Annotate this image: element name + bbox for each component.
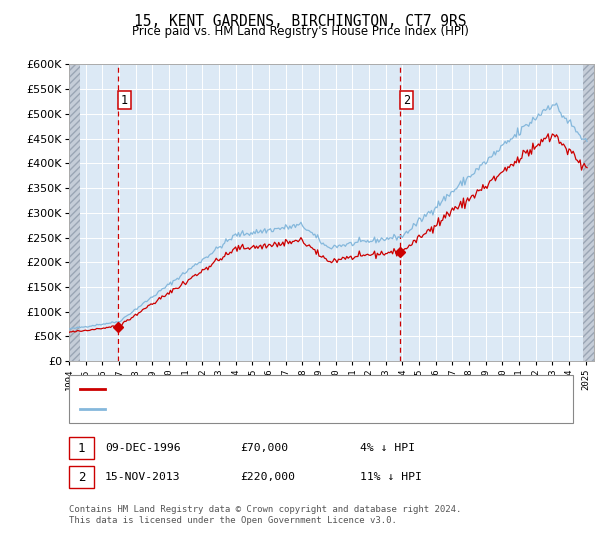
Text: 2: 2	[78, 470, 85, 484]
Bar	[583, 64, 594, 361]
Text: 1: 1	[121, 94, 128, 106]
Text: 2: 2	[403, 94, 410, 106]
Text: £220,000: £220,000	[240, 472, 295, 482]
Text: 1: 1	[78, 441, 85, 455]
Text: 11% ↓ HPI: 11% ↓ HPI	[360, 472, 422, 482]
Text: 15-NOV-2013: 15-NOV-2013	[105, 472, 181, 482]
Text: £70,000: £70,000	[240, 443, 288, 453]
Bar	[69, 64, 80, 361]
Text: 15, KENT GARDENS, BIRCHINGTON, CT7 9RS (detached house): 15, KENT GARDENS, BIRCHINGTON, CT7 9RS (…	[110, 385, 467, 394]
Text: 4% ↓ HPI: 4% ↓ HPI	[360, 443, 415, 453]
Text: HPI: Average price, detached house, Thanet: HPI: Average price, detached house, Than…	[110, 404, 383, 414]
Text: 15, KENT GARDENS, BIRCHINGTON, CT7 9RS: 15, KENT GARDENS, BIRCHINGTON, CT7 9RS	[134, 14, 466, 29]
Text: Contains HM Land Registry data © Crown copyright and database right 2024.
This d: Contains HM Land Registry data © Crown c…	[69, 505, 461, 525]
Text: 09-DEC-1996: 09-DEC-1996	[105, 443, 181, 453]
Text: Price paid vs. HM Land Registry's House Price Index (HPI): Price paid vs. HM Land Registry's House …	[131, 25, 469, 38]
